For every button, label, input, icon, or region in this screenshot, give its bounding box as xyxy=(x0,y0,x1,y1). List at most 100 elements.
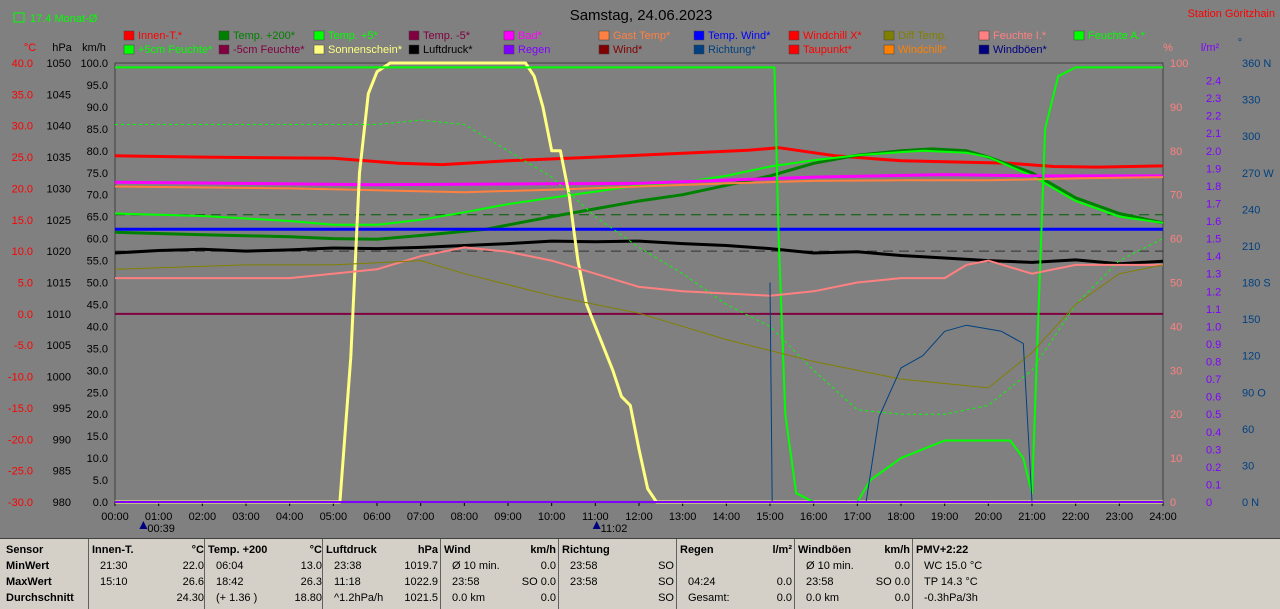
axis-unit-wind: km/h xyxy=(82,42,106,54)
summary-separator xyxy=(558,539,559,609)
pressure-tick: 1000 xyxy=(47,372,71,384)
month-avg-icon xyxy=(13,12,25,23)
wind-tick: 60.0 xyxy=(87,234,108,246)
summary-sensor: Sensor MinWert MaxWert Durchschnitt xyxy=(6,539,86,609)
wind-tick: 40.0 xyxy=(87,321,108,333)
rain-tick: 1.0 xyxy=(1206,321,1221,333)
legend-label: Richtung* xyxy=(708,44,756,56)
legend-label: Feuchte A.* xyxy=(1088,30,1146,42)
legend-swatch xyxy=(123,30,135,41)
summary-cell: Ø 10 min. xyxy=(806,560,854,572)
rain-tick: 1.5 xyxy=(1206,234,1221,246)
summary-separator xyxy=(912,539,913,609)
summary-innen: Innen-T. °C 21:30 22.0 15:10 26.6 24.30 xyxy=(92,539,204,609)
summary-cell: °C xyxy=(191,544,204,556)
summary-regen: Regen l/m² 04:24 0.0 Gesamt: 0.0 xyxy=(680,539,792,609)
legend-swatch xyxy=(313,44,325,55)
summary-row-label: MinWert xyxy=(6,560,50,572)
time-marker-label: 00:39 xyxy=(147,523,175,535)
x-tick: 19:00 xyxy=(931,511,959,523)
pressure-tick: 1050 xyxy=(47,58,71,70)
summary-cell: 26.3 xyxy=(300,576,322,588)
summary-cell: 13.0 xyxy=(300,560,322,572)
wind-tick: 20.0 xyxy=(87,409,108,421)
direction-tick: 90 O xyxy=(1242,387,1266,399)
rain-tick: 0.7 xyxy=(1206,374,1221,386)
wind-tick: 75.0 xyxy=(87,168,108,180)
summary-cell: 1019.7 xyxy=(404,560,438,572)
humidity-tick: 0 xyxy=(1170,497,1176,509)
wind-tick: 25.0 xyxy=(87,387,108,399)
pressure-tick: 985 xyxy=(53,466,71,478)
legend-swatch xyxy=(788,30,800,41)
summary-cell: 22.0 xyxy=(182,560,204,572)
humidity-tick: 60 xyxy=(1170,234,1182,246)
plot-area xyxy=(114,62,1164,503)
summary-cell: 0.0 xyxy=(540,592,556,604)
legend-label: Innen-T.* xyxy=(138,30,183,42)
rain-tick: 2.1 xyxy=(1206,128,1221,140)
summary-separator xyxy=(794,539,795,609)
legend-swatch xyxy=(218,30,230,41)
rain-tick: 0.4 xyxy=(1206,427,1221,439)
x-tick: 01:00 xyxy=(145,511,173,523)
summary-cell: SO 0.0 xyxy=(521,576,556,588)
humidity-tick: 100 xyxy=(1170,58,1188,70)
weather-chart: Samstag, 24.06.2023 Station Göritzhain 17.… xyxy=(8,7,1275,535)
rain-tick: 2.2 xyxy=(1206,111,1221,123)
summary-cell: PMV+2:22 xyxy=(916,544,969,556)
summary-cell: 11:18 xyxy=(334,576,361,588)
summary-separator xyxy=(204,539,205,609)
legend-label: Diff Temp. xyxy=(898,30,947,42)
wind-tick: 80.0 xyxy=(87,146,108,158)
summary-cell: Temp. +200 xyxy=(208,544,268,556)
temp-tick: -10.0 xyxy=(8,372,33,384)
legend-label: Regen xyxy=(518,44,550,56)
x-tick: 21:00 xyxy=(1018,511,1046,523)
legend-label: -5cm Feuchte* xyxy=(233,44,305,56)
temp-tick: 10.0 xyxy=(12,246,33,258)
axis-unit-temp: °C xyxy=(24,42,36,54)
summary-pmv: PMV+2:22 WC 15.0 °C TP 14.3 °C -0.3hPa/3h xyxy=(916,539,1036,609)
wind-tick: 90.0 xyxy=(87,102,108,114)
summary-row-label: Durchschnitt xyxy=(6,592,74,604)
rain-tick: 0 xyxy=(1206,497,1212,509)
direction-tick: 360 N xyxy=(1242,58,1271,70)
summary-richtung: Richtung 23:58 SO 23:58 SO SO xyxy=(562,539,674,609)
summary-cell: °C xyxy=(309,544,322,556)
direction-tick: 180 S xyxy=(1242,278,1271,290)
rain-tick: 2.0 xyxy=(1206,146,1221,158)
x-tick: 05:00 xyxy=(320,511,348,523)
legend-swatch xyxy=(598,44,610,55)
pressure-tick: 1035 xyxy=(47,152,71,164)
x-tick: 04:00 xyxy=(276,511,304,523)
month-avg-label: 17.4 Monat-Ø xyxy=(30,13,98,25)
legend-swatch xyxy=(693,44,705,55)
summary-separator xyxy=(88,539,89,609)
summary-cell: 23:58 xyxy=(452,576,480,588)
summary-row-label: MaxWert xyxy=(6,576,52,588)
x-tick: 02:00 xyxy=(189,511,217,523)
temp-tick: 35.0 xyxy=(12,89,33,101)
direction-tick: 30 xyxy=(1242,460,1254,472)
summary-cell: 0.0 km xyxy=(452,592,486,604)
wind-tick: 55.0 xyxy=(87,256,108,268)
x-tick: 24:00 xyxy=(1149,511,1177,523)
direction-tick: 0 N xyxy=(1242,497,1259,509)
summary-cell: Regen xyxy=(680,544,714,556)
legend-label: Sonnenschein* xyxy=(328,44,403,56)
wind-tick: 50.0 xyxy=(87,278,108,290)
legend-swatch xyxy=(408,30,420,41)
direction-tick: 240 xyxy=(1242,204,1260,216)
summary-temp200: Temp. +200 °C 06:04 13.0 18:42 26.3 (+ 1.36 ) 1… xyxy=(208,539,322,609)
axis-unit-humidity: % xyxy=(1163,42,1173,54)
summary-cell: ^1.2hPa/h xyxy=(334,592,384,604)
pressure-tick: 1045 xyxy=(47,89,71,101)
axis-unit-pressure: hPa xyxy=(52,42,72,54)
wind-tick: 65.0 xyxy=(87,212,108,224)
rain-tick: 1.4 xyxy=(1206,251,1221,263)
rain-tick: 0.2 xyxy=(1206,462,1221,474)
pressure-tick: 1025 xyxy=(47,215,71,227)
legend-swatch xyxy=(218,44,230,55)
legend-label: Feuchte I.* xyxy=(993,30,1047,42)
